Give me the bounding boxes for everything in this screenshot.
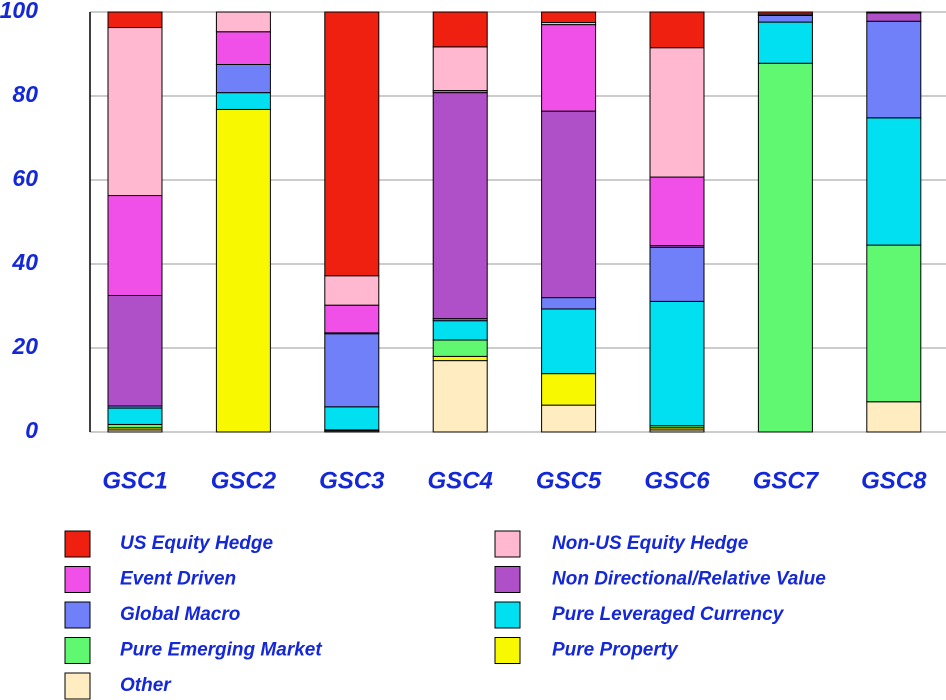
bar-segment (432, 92, 488, 320)
bar-segment (107, 423, 163, 429)
bar-segment (541, 110, 597, 299)
legend-swatch (64, 566, 91, 593)
y-tick-label: 0 (25, 417, 38, 443)
legend-label: US Equity Hedge (120, 533, 274, 554)
y-tick-label: 100 (0, 0, 38, 23)
bar-segment (215, 64, 271, 94)
legend-label: Pure Property (552, 640, 679, 661)
y-tick-label: 20 (11, 333, 38, 359)
bar-segment (649, 246, 705, 302)
bar-segment (541, 404, 597, 433)
x-tick-label: GSC3 (319, 467, 385, 494)
bar-segment (107, 11, 163, 29)
legend-label: Event Driven (120, 569, 236, 590)
bar-segment (649, 11, 705, 49)
bar-segment (324, 275, 380, 306)
x-tick-label: GSC6 (644, 467, 710, 494)
y-tick-label: 40 (11, 249, 38, 275)
bar-segment (324, 304, 380, 334)
bar-segment (649, 47, 705, 178)
bar-segment (757, 11, 813, 15)
bar-segment (324, 333, 380, 408)
bar-segment (107, 27, 163, 197)
legend-swatch (494, 637, 521, 664)
bar-segment (866, 20, 922, 119)
y-tick-label: 80 (12, 81, 38, 107)
legend-label: Non-US Equity Hedge (552, 533, 749, 554)
legend-swatch (64, 530, 91, 558)
bar-segment (432, 46, 488, 92)
legend-label: Pure Emerging Market (120, 640, 322, 661)
bar-segment (432, 11, 488, 48)
legend-swatch (64, 672, 91, 700)
bar-segment (866, 117, 922, 246)
bar-segment (541, 24, 597, 112)
legend-swatch (64, 601, 91, 629)
legend-swatch (494, 566, 521, 593)
bar-segment (324, 406, 380, 431)
bar-segment (215, 11, 271, 33)
y-tick-label: 60 (12, 165, 38, 191)
bar-segment (541, 297, 597, 310)
bar-segment (215, 108, 271, 433)
legend-swatch (494, 601, 521, 629)
bar-segment (432, 355, 488, 362)
bar-segment (432, 339, 488, 357)
bar-segment (649, 176, 705, 247)
bar-segment (866, 12, 922, 22)
bar-segment (541, 308, 597, 375)
bar-segment (866, 244, 922, 403)
bar-segment (866, 401, 922, 433)
bar-segment (324, 11, 380, 277)
bar-segment (757, 14, 813, 23)
bar-segment (432, 320, 488, 341)
bar-segment (107, 407, 163, 425)
bar-segment (541, 373, 597, 406)
bar-segment (757, 21, 813, 64)
legend-swatch (64, 637, 91, 664)
x-tick-label: GSC2 (211, 467, 277, 494)
bar-segment (866, 11, 922, 14)
x-tick-label: GSC7 (753, 467, 820, 494)
legend-label: Non Directional/Relative Value (552, 569, 826, 590)
bar-segment (107, 195, 163, 296)
bar-segment (215, 31, 271, 65)
bar-segment (541, 11, 597, 23)
x-tick-label: GSC5 (536, 467, 602, 494)
legend-label: Pure Leveraged Currency (552, 604, 785, 625)
x-tick-label: GSC4 (428, 467, 493, 494)
legend-label: Global Macro (120, 604, 240, 625)
bar-segment (432, 360, 488, 433)
legend-label: Other (120, 675, 172, 696)
bar-segment (215, 92, 271, 110)
legend-swatch (494, 530, 521, 558)
bar-segment (757, 62, 813, 433)
x-tick-label: GSC1 (102, 467, 167, 494)
bar-segment (107, 295, 163, 407)
bar-segment (649, 300, 705, 427)
x-tick-label: GSC8 (861, 467, 927, 494)
